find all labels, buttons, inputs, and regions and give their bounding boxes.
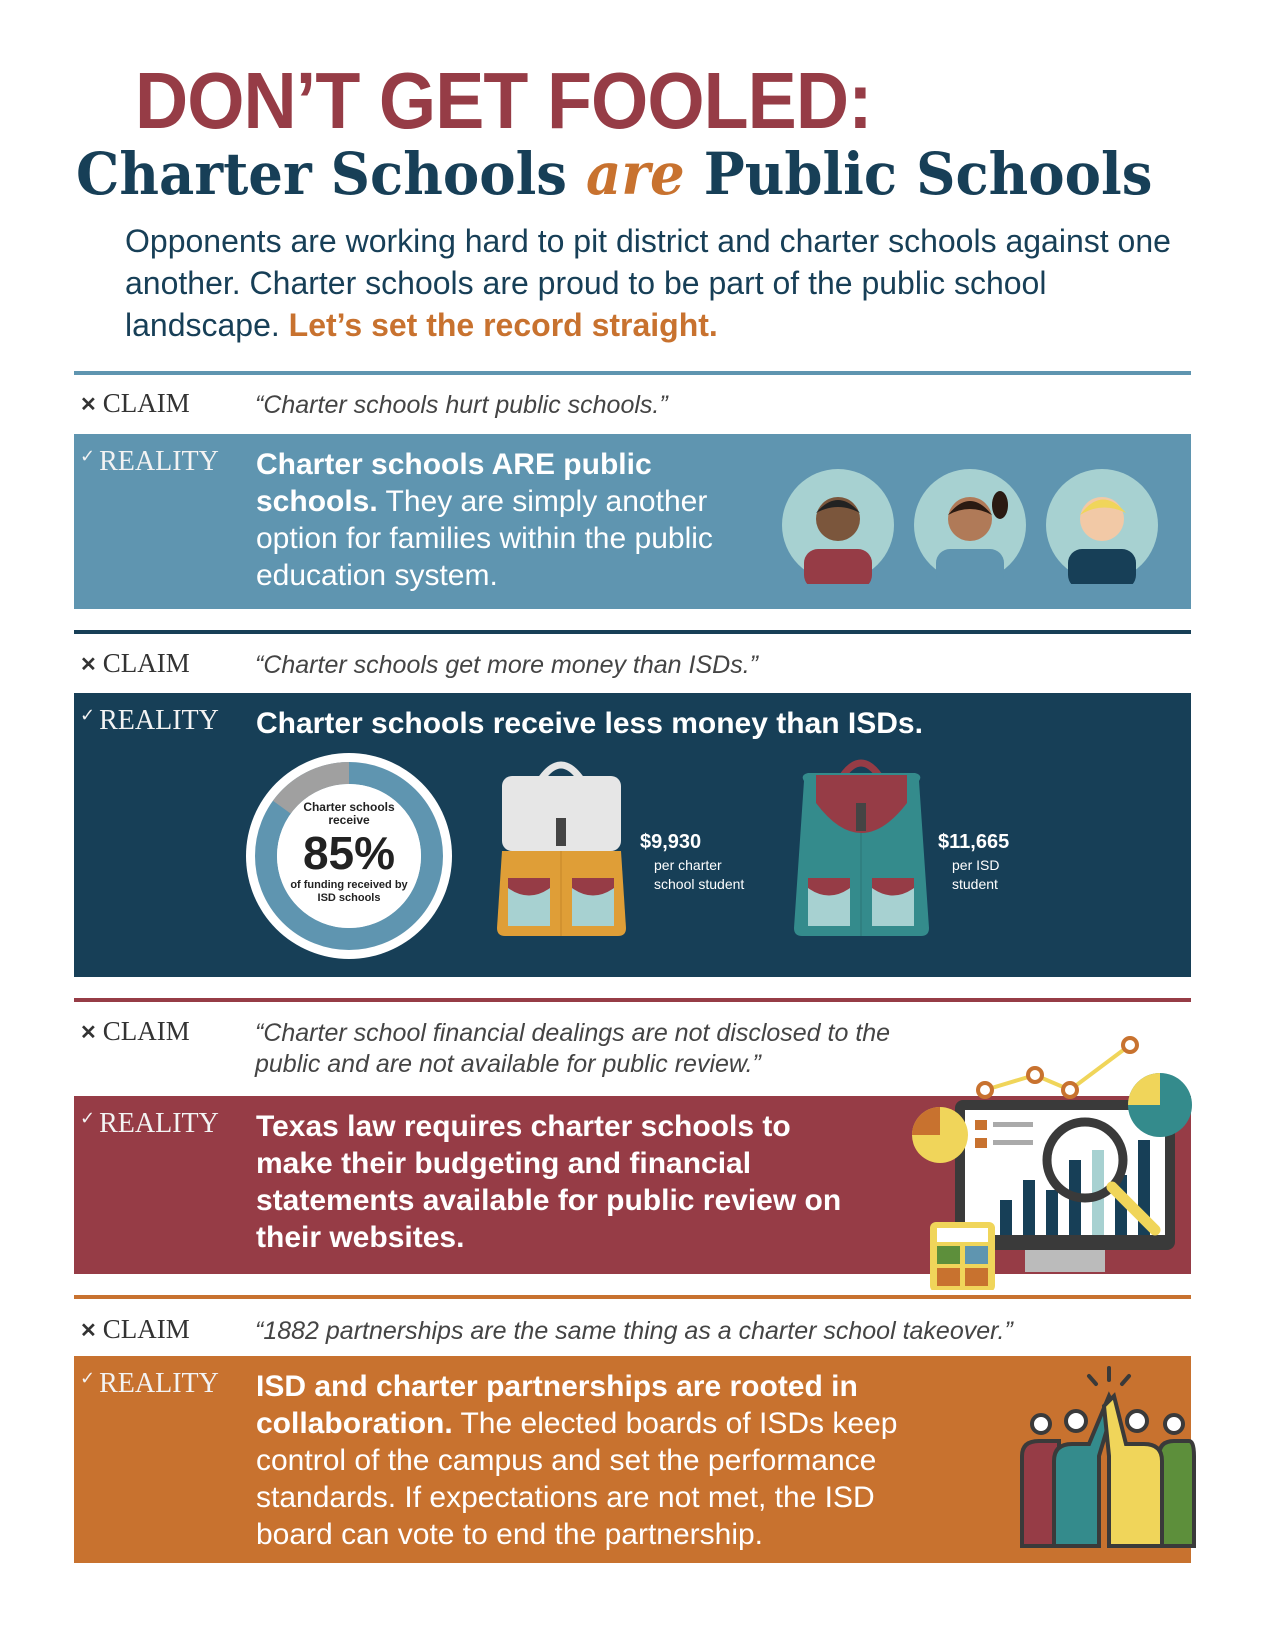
- reality-label: REALITY: [99, 705, 219, 736]
- donut-label: Charter schools receive 85% of funding r…: [289, 801, 409, 905]
- charter-funding: $9,930 per charter school student: [640, 831, 764, 894]
- reality-rest: They are simply another option for famil…: [256, 485, 713, 592]
- reality-bold: Charter schools receive less money than …: [256, 707, 923, 740]
- donut-top-text: Charter schools receive: [303, 800, 395, 827]
- donut-percent: 85%: [302, 827, 396, 879]
- reality-label: REALITY: [99, 446, 219, 477]
- intro-paragraph: Opponents are working hard to pit distri…: [125, 220, 1175, 346]
- reality-bold: Texas law requires charter schools to ma…: [256, 1110, 842, 1254]
- divider: [74, 998, 1191, 1002]
- claim-text: “Charter schools get more money than ISD…: [255, 651, 758, 679]
- intro-text: Opponents are working hard to pit distri…: [125, 223, 1171, 343]
- subtitle-part: Charter Schools: [76, 140, 586, 208]
- isd-amount: $11,665: [938, 831, 1010, 853]
- student-avatar-boy: [782, 469, 894, 584]
- page-subtitle: Charter Schools are Public Schools: [76, 140, 1152, 208]
- reality-label-row: ✓ REALITY: [80, 446, 219, 478]
- reality-label: REALITY: [99, 1368, 219, 1399]
- subtitle-emphasis: are: [585, 140, 685, 208]
- claim-row: ✕ CLAIM “Charter school financial dealings…: [80, 1016, 890, 1078]
- divider: [74, 630, 1191, 634]
- claim-label: CLAIM: [102, 1314, 190, 1344]
- claim-row: ✕ CLAIM “1882 partnerships are the same th…: [80, 1314, 1013, 1345]
- charter-caption: per charter school student: [654, 857, 745, 892]
- financial-review-illustration: [912, 1036, 1192, 1290]
- reality-band: ✓ REALITY Charter schools receive less mo…: [74, 693, 1191, 977]
- claim-text: “1882 partnerships are the same thing as…: [255, 1317, 1013, 1345]
- check-icon: ✓: [80, 705, 96, 726]
- collaboration-people-icon: [1020, 1366, 1196, 1548]
- student-avatar-blond: [1046, 469, 1158, 584]
- donut-bottom-text: of funding received by ISD schools: [290, 879, 408, 904]
- reality-rest: The elected boards of ISDs keep control …: [256, 1407, 898, 1551]
- reality-text: Charter schools ARE public schools. They…: [256, 446, 756, 594]
- isd-caption: per ISD student: [952, 857, 1000, 892]
- x-icon: ✕: [80, 1022, 97, 1044]
- claim-label: CLAIM: [102, 648, 190, 678]
- reality-bold: ISD and charter partnerships are rooted …: [256, 1370, 858, 1440]
- claim-label: CLAIM: [102, 388, 190, 418]
- claim-label: CLAIM: [102, 1016, 190, 1046]
- student-avatar-girl: [914, 469, 1026, 584]
- reality-band: ✓ REALITY ISD and charter partnerships ar…: [74, 1356, 1196, 1563]
- intro-highlight: Let’s set the record straight.: [288, 307, 718, 343]
- charter-backpack-icon: [497, 761, 626, 936]
- x-icon: ✕: [80, 394, 97, 416]
- reality-bold: Charter schools ARE public schools.: [256, 448, 652, 518]
- check-icon: ✓: [80, 446, 96, 467]
- funding-donut: [246, 753, 452, 959]
- claim-text: “Charter schools hurt public schools.”: [255, 391, 668, 419]
- claim-text: “Charter school financial dealings are n…: [255, 1019, 891, 1078]
- reality-label: REALITY: [99, 1108, 219, 1139]
- charter-amount: $9,930: [640, 831, 702, 853]
- reality-text: Texas law requires charter schools to ma…: [256, 1108, 846, 1256]
- x-icon: ✕: [80, 1320, 97, 1342]
- reality-text: Charter schools receive less money than …: [256, 705, 1156, 742]
- claim-row: ✕ CLAIM “Charter schools hurt public schoo…: [80, 388, 668, 419]
- divider: [74, 1295, 1191, 1299]
- donut-remainder: [272, 762, 350, 814]
- reality-label-row: ✓ REALITY: [80, 1108, 219, 1140]
- x-icon: ✕: [80, 654, 97, 676]
- page-title: DON’T GET FOOLED:: [135, 56, 873, 145]
- divider: [74, 371, 1191, 375]
- claim-row: ✕ CLAIM “Charter schools get more money th…: [80, 648, 758, 679]
- isd-backpack-icon: [794, 759, 929, 936]
- check-icon: ✓: [80, 1108, 96, 1129]
- isd-funding: $11,665 per ISD student: [938, 831, 1022, 894]
- reality-label-row: ✓ REALITY: [80, 705, 219, 737]
- subtitle-part: Public Schools: [684, 140, 1153, 208]
- students-illustration: [782, 469, 1158, 584]
- reality-band: ✓ REALITY Charter schools ARE public scho…: [74, 434, 1191, 609]
- check-icon: ✓: [80, 1368, 96, 1389]
- reality-text: ISD and charter partnerships are rooted …: [256, 1368, 956, 1553]
- reality-label-row: ✓ REALITY: [80, 1368, 219, 1400]
